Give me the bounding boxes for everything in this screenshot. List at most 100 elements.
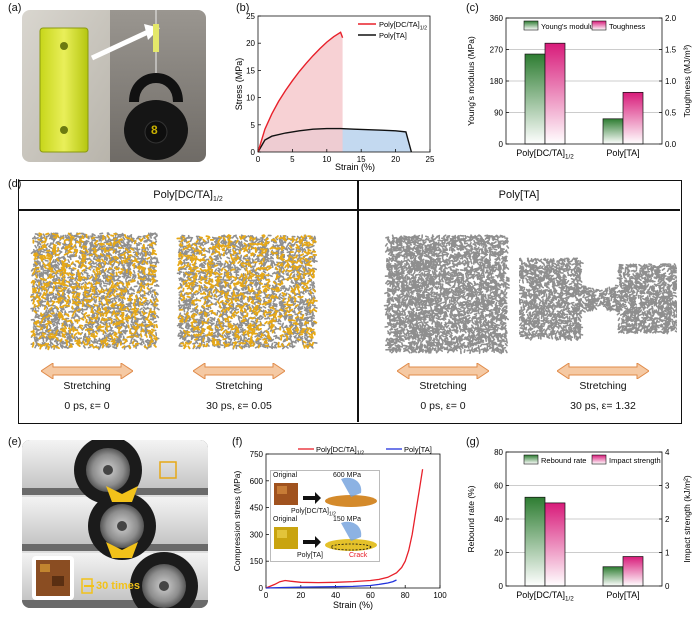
chart-c-y2tick-label: 0.0 — [665, 140, 677, 149]
chart-b-xtick-label: 20 — [391, 155, 400, 164]
chart-b-series-polyta — [257, 127, 413, 153]
panel-d-header-left-text: Poly[DC/TA] — [153, 189, 213, 201]
panel-label-a: (a) — [8, 2, 22, 14]
chart-b-xtick-label: 15 — [357, 155, 366, 164]
chart-g-y2label: Impact strength (kJ/m²) — [682, 475, 692, 563]
chart-g-bar-left — [602, 566, 624, 587]
chart-f-xtick-label: 60 — [366, 591, 375, 600]
chart-g-y2tick-label: 4 — [665, 448, 670, 457]
md-grey-chains — [383, 234, 510, 355]
md-gold-chains — [176, 234, 318, 350]
chart-f-xtick-label: 0 — [264, 591, 269, 600]
md-grey-chains — [519, 257, 677, 342]
chart-g-bar-right — [622, 556, 644, 587]
chart-b-area-polydcta — [258, 32, 343, 152]
chart-f-xtick-label: 20 — [296, 591, 305, 600]
md-snapshot-ta-30ps — [519, 257, 677, 342]
chart-g-bar-left — [524, 496, 546, 587]
md-snapshot-dcta-30ps — [176, 234, 318, 350]
panel-d-divider — [357, 181, 359, 422]
chart-f-legend-label: Poly[TA] — [404, 445, 432, 454]
chart-b-series-polydcta — [257, 31, 344, 153]
chart-b-xtick-label: 0 — [256, 155, 261, 164]
chart-f-ytick-label: 150 — [250, 557, 264, 566]
chart-g-ytick-label: 20 — [494, 549, 503, 558]
chart-c-y2tick-label: 1.0 — [665, 77, 677, 86]
chart-g-legend-swatch — [591, 454, 607, 465]
chart-g-ylabel: Rebound rate (%) — [466, 485, 476, 552]
chart-g-ytick-label: 80 — [494, 448, 503, 457]
chart-b-xtick-label: 25 — [426, 155, 435, 164]
chart-c-legend-swatch — [591, 20, 607, 31]
double-arrow-shape — [557, 363, 649, 379]
chart-c-modulus-toughness: 0 90 180 270 360 0.0 0.5 1.0 1.5 2.0 Poly[DC/TA]1/… — [466, 14, 692, 161]
chart-g-y2tick-label: 0 — [665, 582, 670, 591]
chart-g-y2tick-label: 3 — [665, 482, 670, 491]
chart-f-ytick-label: 0 — [259, 584, 264, 593]
panel-label-e: (e) — [8, 436, 22, 448]
photo-sample-kettlebell: 8 — [22, 10, 206, 162]
panel-d-header-rule — [19, 209, 680, 211]
repeat-count-label: 30 times — [96, 580, 141, 592]
time-label-2: 30 ps, ε= 0.05 — [206, 400, 272, 412]
chart-b-ytick-label: 10 — [246, 94, 255, 103]
stretch-arrow-1 — [41, 363, 133, 379]
chart-b-xtick-label: 5 — [290, 155, 295, 164]
chart-f-xtick-label: 80 — [401, 591, 410, 600]
chart-g-bar-right — [544, 502, 566, 587]
panel-d-header-right: Poly[TA] — [498, 189, 540, 201]
double-arrow-shape — [397, 363, 489, 379]
stretch-label-3: Stretching — [419, 380, 467, 392]
chart-b-xtick-label: 10 — [322, 155, 331, 164]
chart-f-ylabel: Compression stress (MPa) — [232, 471, 242, 572]
panel-d-header-left-sub: 1/2 — [212, 196, 223, 204]
chart-c-category-label: Poly[TA] — [606, 148, 639, 158]
chart-b-frame — [257, 15, 431, 153]
chart-g-legend-label: Impact strength — [609, 456, 661, 465]
chart-c-ytick-label: 270 — [490, 46, 504, 55]
time-label-1: 0 ps, ε= 0 — [64, 400, 110, 412]
photo-car-tire-test: 30 times — [22, 440, 208, 608]
panel-d-simulation: Poly[DC/TA]1/2 Poly[TA] Stretching 0 ps,… — [18, 180, 682, 424]
inset-top-caption: Poly[DC/TA]1/2 — [291, 508, 336, 517]
chart-c-y2tick-label: 0.5 — [665, 109, 677, 118]
chart-f-xlabel: Strain (%) — [333, 600, 373, 610]
chart-c-y2tick-label: 1.5 — [665, 46, 677, 55]
chart-f-series-polyta — [265, 579, 397, 589]
panel-label-b: (b) — [236, 2, 250, 14]
chart-c-bar-left — [524, 53, 546, 145]
chart-b-xlabel: Strain (%) — [335, 162, 375, 172]
chart-b-ytick-label: 20 — [246, 39, 255, 48]
chart-f-ytick-label: 600 — [250, 477, 264, 486]
chart-f-compression: 0 20 40 60 80 100 0 150 300 450 600 750 Strain (%) Co… — [232, 445, 447, 610]
chart-g-rebound-impact: 0 20 40 60 80 0 1 2 3 4 Poly[DC/TA]1/2 Poly[TA] Rebo… — [466, 448, 692, 603]
chart-b-legend-label: Poly[DC/TA]1/2 — [379, 20, 427, 31]
chart-f-legend-label: Poly[DC/TA]1/2 — [316, 445, 364, 456]
chart-b-legend-label: Poly[TA] — [379, 31, 407, 40]
md-gold-chains — [30, 232, 159, 351]
chart-f-xtick-label: 40 — [331, 591, 340, 600]
inset-bottom-pressure: 150 MPa — [333, 516, 362, 523]
chart-c-legend-swatch — [523, 20, 539, 31]
panel-label-g: (g) — [466, 436, 480, 448]
chart-g-y2tick-label: 2 — [665, 515, 670, 524]
chart-c-frame — [505, 17, 663, 145]
stretch-label-2: Stretching — [215, 380, 263, 392]
chart-g-ytick-label: 40 — [494, 515, 503, 524]
chart-c-ylabel: Young's modulus (MPa) — [466, 36, 476, 126]
chart-g-category-label: Poly[TA] — [606, 590, 639, 600]
inset-top-caption-text: Poly[DC/TA] — [291, 508, 329, 515]
chart-f-ytick-label: 300 — [250, 530, 264, 539]
chart-c-legend-label: Young's modulus — [541, 22, 598, 31]
double-arrow-shape — [41, 363, 133, 379]
chart-g-legend-label: Rebound rate — [541, 456, 586, 465]
panel-d-header-left: Poly[DC/TA]1/2 — [19, 189, 357, 203]
chart-f-ytick-label: 750 — [250, 450, 264, 459]
chart-b-ytick-label: 5 — [251, 121, 256, 130]
chart-g-ytick-label: 0 — [499, 582, 504, 591]
stretch-label-1: Stretching — [63, 380, 111, 392]
chart-f-series-polydcta — [265, 469, 424, 589]
chart-c-legend-label: Toughness — [609, 22, 646, 31]
time-label-3: 0 ps, ε= 0 — [420, 400, 466, 412]
chart-c-category-label: Poly[DC/TA]1/2 — [516, 148, 574, 161]
